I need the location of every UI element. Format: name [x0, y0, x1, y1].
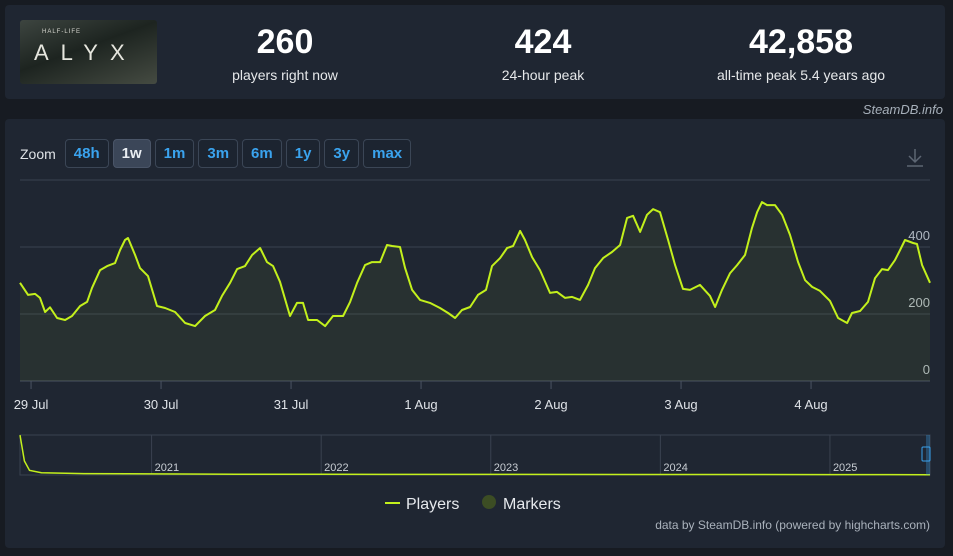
x-tick-label: 29 Jul [14, 397, 49, 412]
stat-label: all-time peak 5.4 years ago [716, 67, 886, 83]
navigator-tick-label: 2025 [833, 462, 857, 474]
legend: Players Markers [385, 495, 561, 513]
stat-label: 24-hour peak [501, 67, 585, 83]
download-icon[interactable] [907, 149, 923, 167]
area-fill [20, 202, 930, 381]
navigator-window [926, 435, 930, 475]
legend-label[interactable]: Markers [503, 496, 561, 513]
logo-subtitle: HALF-LIFE [42, 29, 82, 35]
x-tick-label: 2 Aug [534, 397, 567, 412]
navigator-tick-label: 2021 [155, 462, 179, 474]
x-tick-label: 1 Aug [404, 397, 437, 412]
zoom-button[interactable]: 1w [112, 139, 151, 168]
brand[interactable]: SteamDB.info [862, 102, 943, 117]
stat-value: 424 [514, 23, 572, 61]
x-tick-label: 31 Jul [274, 397, 309, 412]
stat: 42,858 all-time peak 5.4 years ago [691, 23, 911, 83]
stat-value: 42,858 [749, 23, 853, 61]
stat: 260 players right now [175, 23, 395, 83]
zoom-bar: Zoom 48h 1w 1m 3m 6m 1y 3y max [20, 139, 412, 168]
game-logo: HALF-LIFE ALYX [20, 20, 157, 84]
zoom-button[interactable]: 6m [242, 139, 282, 168]
line [19, 201, 931, 328]
navigator-handle[interactable] [921, 446, 931, 462]
zoom-button[interactable]: 1y [285, 139, 321, 168]
chart-panel: Zoom 48h 1w 1m 3m 6m 1y 3y max data by SteamDB.… [5, 119, 945, 548]
navigator-line [19, 434, 931, 476]
x-tick-label: 30 Jul [144, 397, 179, 412]
x-tick-label: 3 Aug [664, 397, 697, 412]
navigator-tick-label: 2022 [324, 462, 348, 474]
header-panel: HALF-LIFE ALYX 260 players right now 424… [5, 5, 945, 99]
y-tick-label: 400 [908, 228, 930, 243]
stat: 424 24-hour peak [433, 23, 653, 83]
navigator-tick-label: 2023 [494, 462, 518, 474]
stat-label: players right now [232, 67, 338, 83]
zoom-button[interactable]: max [363, 139, 412, 168]
y-tick-label: 0 [923, 362, 930, 377]
y-tick-label: 200 [908, 295, 930, 310]
logo-title: ALYX [34, 40, 137, 65]
zoom-button[interactable]: 1m [154, 139, 195, 168]
navigator-tick-label: 2024 [663, 462, 687, 474]
zoom-label: Zoom [20, 145, 56, 162]
zoom-button[interactable]: 3y [324, 139, 360, 168]
zoom-button[interactable]: 48h [64, 139, 109, 168]
stat-value: 260 [256, 23, 314, 61]
legend-swatch [482, 495, 496, 509]
x-tick-label: 4 Aug [794, 397, 827, 412]
zoom-button[interactable]: 3m [198, 139, 239, 168]
legend-label[interactable]: Players [406, 496, 459, 513]
credit[interactable]: data by SteamDB.info (powered by highcha… [655, 518, 930, 532]
